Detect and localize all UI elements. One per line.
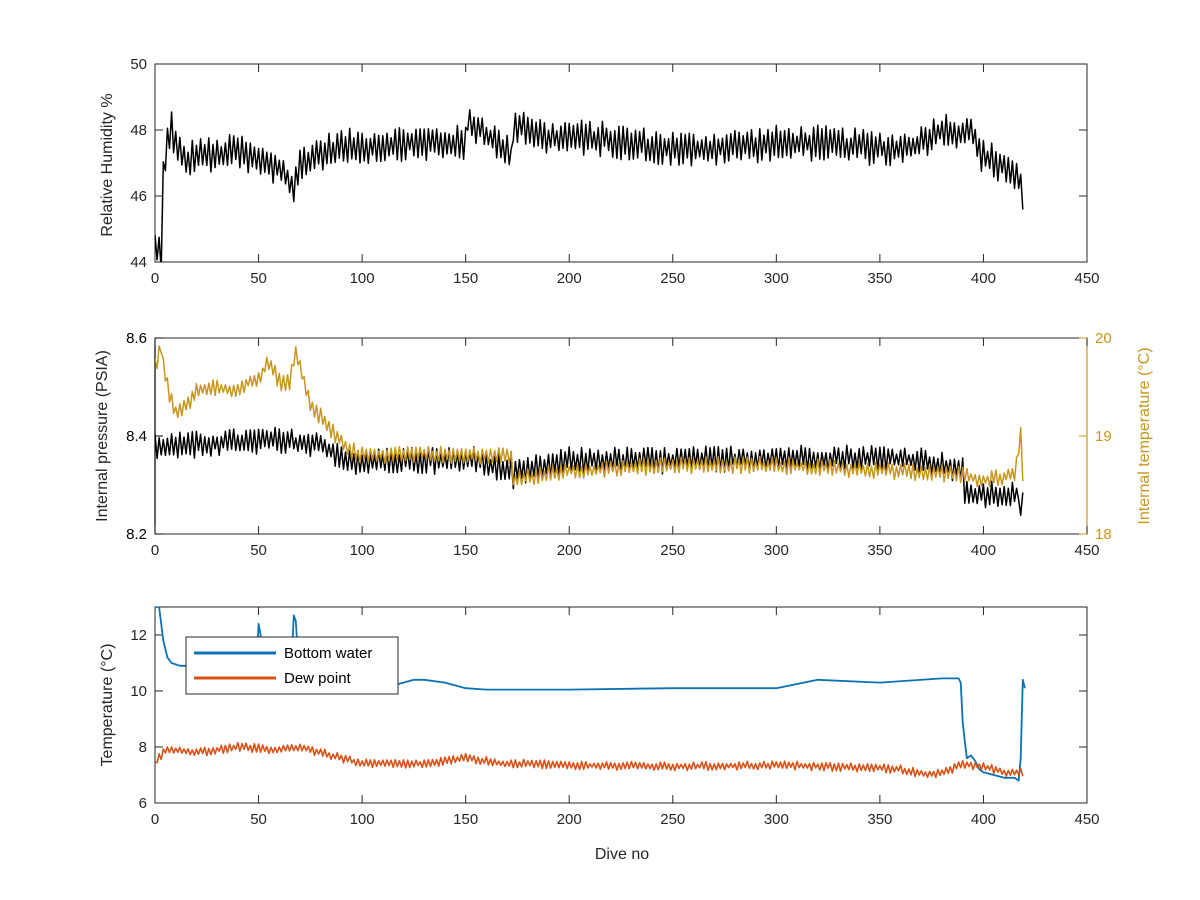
humidity-x-tick-label: 300 [764, 270, 789, 287]
pressure-x-tick-label: 50 [250, 542, 267, 559]
pressure-x-tick-label: 400 [971, 542, 996, 559]
dive-no-x-label: Dive no [595, 846, 649, 863]
pressure-y-label: Internal pressure (PSIA) [94, 350, 111, 522]
humidity-x-tick-label: 450 [1074, 270, 1099, 287]
humidity-x-tick-label: 150 [453, 270, 478, 287]
temperature-x-tick-label: 400 [971, 811, 996, 828]
humidity-axes-box [154, 63, 1088, 263]
relative-humidity-line [155, 109, 1024, 262]
temperature-y-tick-label: 12 [130, 627, 147, 644]
legend-label-dew-point: Dew point [284, 670, 352, 687]
humidity-y-tick-label: 46 [130, 188, 147, 205]
pressure-x-tick-label: 200 [557, 542, 582, 559]
pressure-right-y-tick-label: 19 [1095, 428, 1112, 445]
pressure-right-y-tick-label: 20 [1095, 330, 1112, 347]
pressure-panel: Internal pressure (PSIA) Internal temper… [94, 330, 1153, 559]
temperature-panel: Temperature (°C) Dive no 0 50 100 150 200 250… [99, 606, 1100, 863]
humidity-y-tick-label: 48 [130, 122, 147, 139]
pressure-x-tick-label: 0 [151, 542, 159, 559]
temperature-x-tick-label: 450 [1074, 811, 1099, 828]
humidity-panel: Relative Humidity % 0 50 100 150 200 250 300 35… [99, 56, 1100, 287]
pressure-x-tick-label: 450 [1074, 542, 1099, 559]
pressure-x-tick-label: 150 [453, 542, 478, 559]
pressure-y-tick-label: 8.4 [126, 428, 147, 445]
pressure-x-tick-label: 350 [867, 542, 892, 559]
legend-box [185, 636, 399, 695]
humidity-x-tick-label: 250 [660, 270, 685, 287]
temperature-x-tick-label: 300 [764, 811, 789, 828]
internal-pressure-line [155, 426, 1024, 517]
dew-point-line [155, 741, 1024, 779]
temperature-y-label: Temperature (°C) [99, 644, 116, 767]
pressure-y-tick-label: 8.2 [126, 526, 147, 543]
humidity-x-tick-label: 0 [151, 270, 159, 287]
humidity-x-tick-label: 400 [971, 270, 996, 287]
pressure-x-tick-label: 250 [660, 542, 685, 559]
temperature-x-tick-label: 250 [660, 811, 685, 828]
temperature-x-tick-label: 0 [151, 811, 159, 828]
humidity-x-tick-label: 200 [557, 270, 582, 287]
pressure-y-tick-label: 8.6 [126, 330, 147, 347]
temperature-x-tick-label: 50 [250, 811, 267, 828]
temperature-y-tick-label: 6 [139, 795, 147, 812]
pressure-x-tick-label: 300 [764, 542, 789, 559]
humidity-y-tick-label: 44 [130, 254, 147, 271]
humidity-x-tick-label: 100 [350, 270, 375, 287]
pressure-x-tick-label: 100 [350, 542, 375, 559]
internal-temperature-y-label: Internal temperature (°C) [1136, 347, 1153, 524]
humidity-x-tick-label: 350 [867, 270, 892, 287]
temperature-y-tick-label: 10 [130, 683, 147, 700]
pressure-right-y-tick-label: 18 [1095, 526, 1112, 543]
temperature-y-tick-label: 8 [139, 739, 147, 756]
temperature-axes-box [154, 606, 1088, 804]
legend: Bottom water Dew point [185, 636, 399, 695]
temperature-x-tick-label: 100 [350, 811, 375, 828]
humidity-x-tick-label: 50 [250, 270, 267, 287]
humidity-y-tick-label: 50 [130, 56, 147, 73]
temperature-x-tick-label: 350 [867, 811, 892, 828]
humidity-y-label: Relative Humidity % [99, 93, 116, 236]
temperature-x-tick-label: 150 [453, 811, 478, 828]
internal-temperature-line [155, 345, 1024, 488]
legend-label-bottom-water: Bottom water [284, 645, 372, 662]
temperature-x-tick-label: 200 [557, 811, 582, 828]
